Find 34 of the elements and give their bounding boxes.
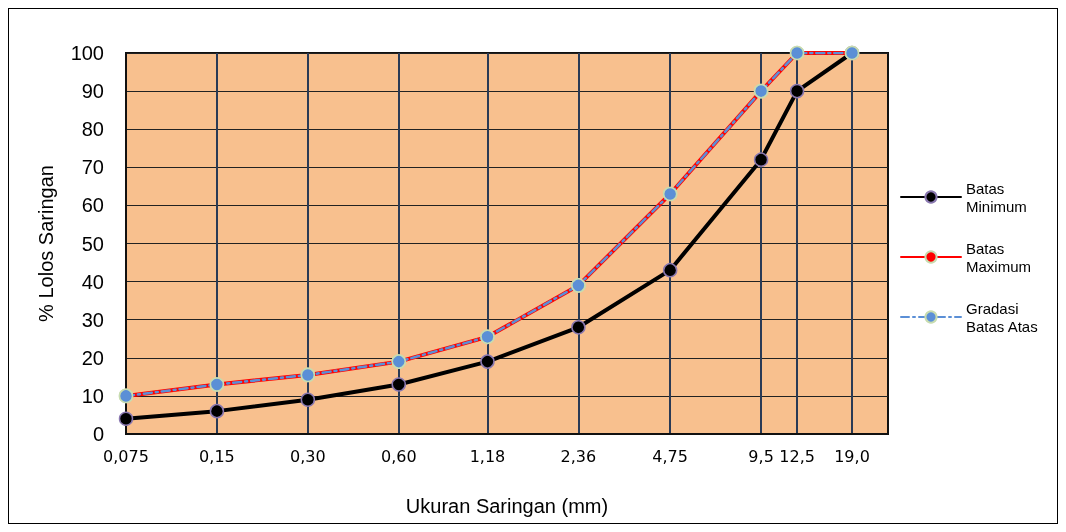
point (662, 262, 678, 278)
x-tick-label: 19,0 (834, 446, 870, 466)
point (209, 403, 225, 419)
y-tick-label: 80 (81, 118, 104, 141)
y-tick-label: 30 (81, 308, 104, 331)
x-axis-title: Ukuran Saringan (mm) (405, 495, 609, 517)
x-tick-label: 12,5 (779, 446, 815, 466)
x-tick-label: 0,15 (199, 446, 235, 466)
y-tick-label: 20 (81, 346, 104, 369)
y-tick-label: 40 (81, 270, 104, 293)
y-tick-label: 100 (70, 42, 104, 64)
y-tick-label: 60 (81, 194, 104, 217)
x-tick-label: 1,18 (469, 446, 506, 466)
point (480, 354, 495, 369)
x-tick-label: 0,60 (380, 446, 417, 466)
legend-label: Gradasi Batas Atas (966, 299, 1038, 335)
y-tick-label: 90 (81, 80, 104, 103)
x-tick-label: 0,075 (103, 446, 149, 466)
y-axis-title: % Lolos Saringan (35, 165, 57, 322)
x-tick-label: 0,30 (290, 446, 326, 466)
point (118, 411, 134, 427)
point (753, 152, 769, 167)
legend-label: Batas Minimum (966, 179, 1027, 215)
point (571, 320, 586, 335)
y-tick-label: 10 (81, 384, 104, 407)
x-tick-label: 9,5 (748, 446, 774, 466)
y-tick-label: 70 (81, 156, 104, 179)
y-tick-label: 0 (92, 423, 104, 445)
x-tick-label: 2,36 (560, 446, 597, 466)
x-tick-label: 4,75 (652, 446, 688, 466)
point (391, 377, 407, 392)
y-tick-label: 50 (81, 232, 104, 255)
point (300, 392, 316, 407)
legend-label: Batas Maximum (966, 239, 1032, 275)
